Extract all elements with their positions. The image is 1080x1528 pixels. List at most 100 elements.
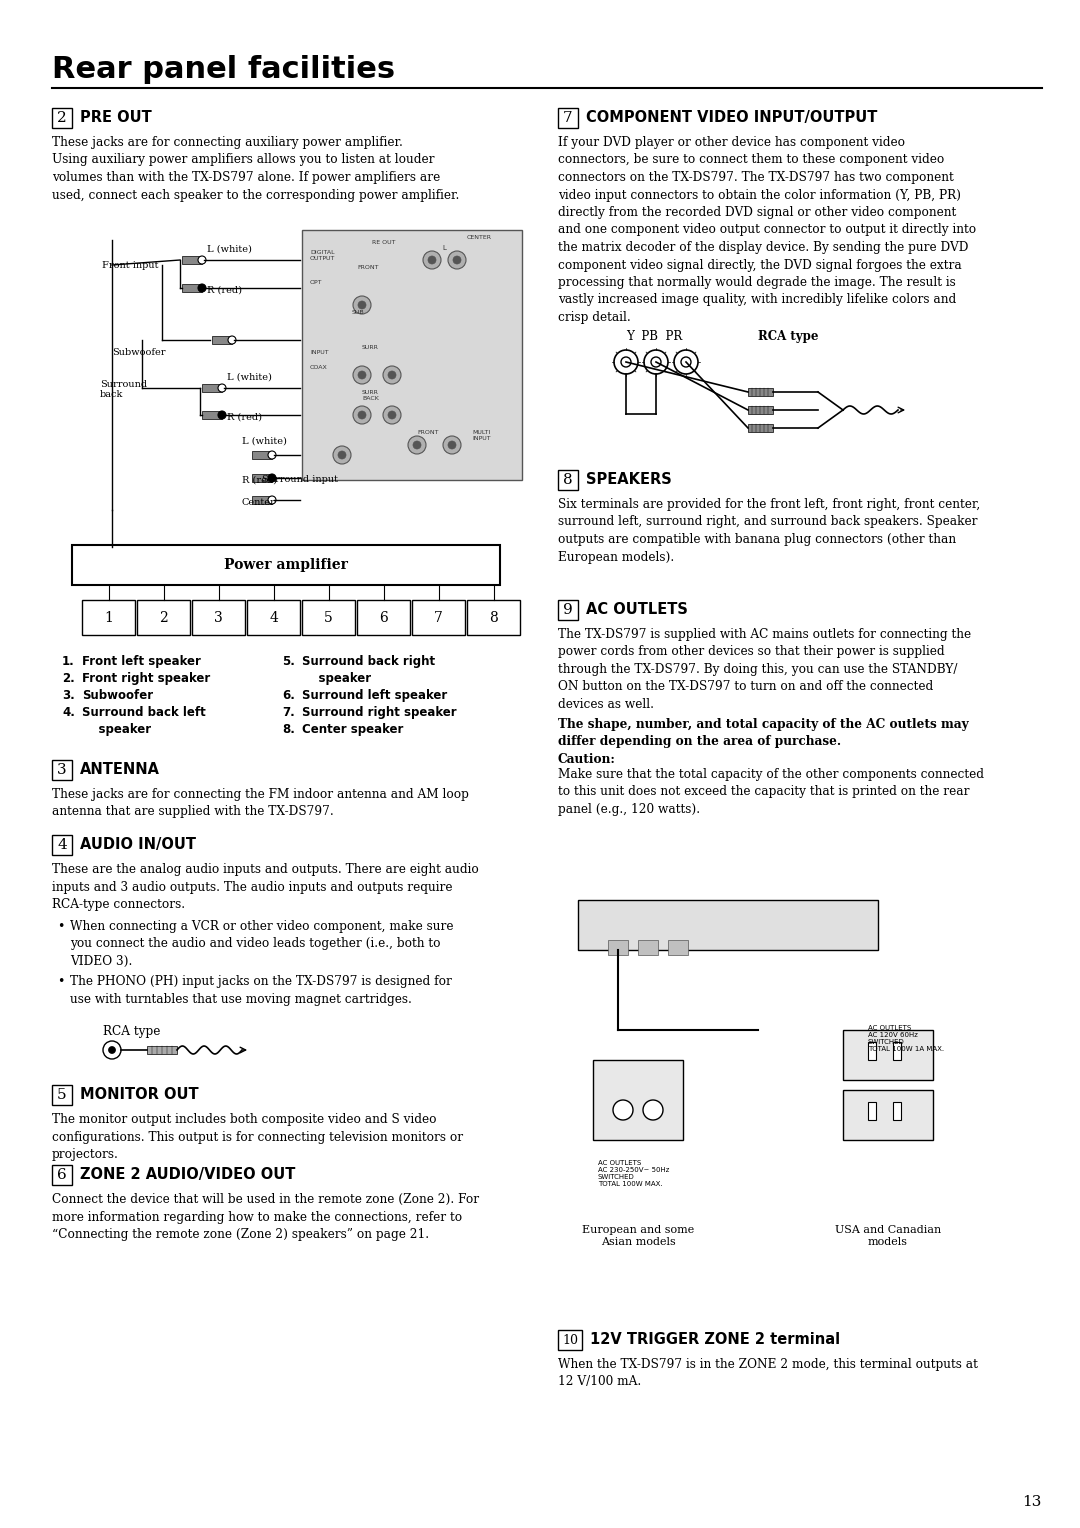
Text: Surround back right: Surround back right bbox=[302, 656, 435, 668]
Text: 3: 3 bbox=[214, 611, 222, 625]
Text: L (white): L (white) bbox=[227, 373, 272, 382]
Bar bbox=[893, 1042, 901, 1060]
Text: •: • bbox=[57, 920, 65, 934]
Text: USA and Canadian
models: USA and Canadian models bbox=[835, 1225, 941, 1247]
Circle shape bbox=[615, 350, 638, 374]
Text: When the TX-DS797 is in the ZONE 2 mode, this terminal outputs at
12 V/100 mA.: When the TX-DS797 is in the ZONE 2 mode,… bbox=[558, 1358, 977, 1389]
Text: L (white): L (white) bbox=[242, 437, 287, 446]
Circle shape bbox=[643, 1100, 663, 1120]
Circle shape bbox=[408, 435, 426, 454]
Circle shape bbox=[268, 451, 276, 458]
Circle shape bbox=[651, 358, 661, 367]
Circle shape bbox=[353, 406, 372, 423]
Text: 7: 7 bbox=[434, 611, 443, 625]
Text: These jacks are for connecting the FM indoor antenna and AM loop
antenna that ar: These jacks are for connecting the FM in… bbox=[52, 788, 469, 819]
Bar bbox=[868, 1102, 876, 1120]
Text: Surround input: Surround input bbox=[262, 475, 338, 484]
Text: Center: Center bbox=[242, 498, 275, 507]
Text: PRE OUT: PRE OUT bbox=[80, 110, 152, 125]
Bar bbox=[302, 231, 522, 480]
Bar bbox=[192, 601, 245, 636]
Text: COMPONENT VIDEO INPUT/OUTPUT: COMPONENT VIDEO INPUT/OUTPUT bbox=[586, 110, 877, 125]
Text: 6: 6 bbox=[57, 1167, 67, 1183]
Bar bbox=[843, 1089, 933, 1140]
Bar bbox=[202, 384, 222, 393]
Bar bbox=[748, 388, 773, 396]
Circle shape bbox=[443, 435, 461, 454]
Bar bbox=[411, 601, 465, 636]
Circle shape bbox=[198, 284, 206, 292]
Text: SUB: SUB bbox=[352, 310, 365, 315]
Text: 8: 8 bbox=[489, 611, 498, 625]
Text: DIGITAL
OUTPUT: DIGITAL OUTPUT bbox=[310, 251, 336, 261]
Bar bbox=[252, 497, 272, 504]
Bar bbox=[638, 940, 658, 955]
Circle shape bbox=[644, 350, 669, 374]
Text: 4.: 4. bbox=[62, 706, 75, 720]
Text: AC OUTLETS
AC 120V 60Hz
SWITCHED
TOTAL 100W 1A MAX.: AC OUTLETS AC 120V 60Hz SWITCHED TOTAL 1… bbox=[868, 1025, 944, 1051]
Circle shape bbox=[228, 336, 237, 344]
Circle shape bbox=[413, 442, 421, 449]
Circle shape bbox=[428, 257, 436, 264]
Circle shape bbox=[621, 358, 631, 367]
Text: 13: 13 bbox=[1023, 1494, 1042, 1510]
Text: 5.: 5. bbox=[282, 656, 295, 668]
Circle shape bbox=[338, 451, 346, 458]
Text: 4: 4 bbox=[269, 611, 278, 625]
Text: Subwoofer: Subwoofer bbox=[112, 348, 165, 358]
Text: 3.: 3. bbox=[62, 689, 75, 701]
Text: 2: 2 bbox=[57, 112, 67, 125]
Text: AC OUTLETS: AC OUTLETS bbox=[586, 602, 688, 617]
Bar bbox=[72, 545, 500, 585]
Text: R (red): R (red) bbox=[242, 477, 276, 484]
Circle shape bbox=[453, 257, 461, 264]
Text: SURR: SURR bbox=[362, 345, 379, 350]
Text: RCA type: RCA type bbox=[758, 330, 819, 342]
Text: 1: 1 bbox=[104, 611, 113, 625]
Bar bbox=[302, 601, 355, 636]
Text: speaker: speaker bbox=[302, 672, 372, 685]
Text: AUDIO IN/OUT: AUDIO IN/OUT bbox=[80, 837, 195, 853]
Circle shape bbox=[108, 1047, 116, 1053]
Text: 7.: 7. bbox=[282, 706, 295, 720]
Circle shape bbox=[448, 442, 456, 449]
Text: 8: 8 bbox=[563, 474, 572, 487]
Text: AC OUTLETS
AC 230-250V~ 50Hz
SWITCHED
TOTAL 100W MAX.: AC OUTLETS AC 230-250V~ 50Hz SWITCHED TO… bbox=[598, 1160, 670, 1187]
Text: These are the analog audio inputs and outputs. There are eight audio
inputs and : These are the analog audio inputs and ou… bbox=[52, 863, 478, 911]
Bar bbox=[748, 423, 773, 432]
Bar bbox=[252, 451, 272, 458]
Bar bbox=[669, 940, 688, 955]
Text: 6: 6 bbox=[379, 611, 388, 625]
Bar bbox=[247, 601, 300, 636]
Text: Rear panel facilities: Rear panel facilities bbox=[52, 55, 395, 84]
Text: Surround
back: Surround back bbox=[100, 380, 147, 399]
Bar bbox=[52, 1085, 72, 1105]
Bar bbox=[212, 336, 232, 344]
Bar bbox=[558, 108, 578, 128]
Text: The PHONO (PH) input jacks on the TX-DS797 is designed for
use with turntables t: The PHONO (PH) input jacks on the TX-DS7… bbox=[70, 975, 451, 1005]
Bar bbox=[868, 1042, 876, 1060]
Bar bbox=[52, 1164, 72, 1186]
Text: Front input: Front input bbox=[102, 260, 159, 269]
Bar bbox=[52, 108, 72, 128]
Circle shape bbox=[674, 350, 698, 374]
Bar bbox=[558, 471, 578, 490]
Text: 5: 5 bbox=[324, 611, 333, 625]
Text: INPUT: INPUT bbox=[310, 350, 328, 354]
Text: Front left speaker: Front left speaker bbox=[82, 656, 201, 668]
Text: 2.: 2. bbox=[62, 672, 75, 685]
Bar bbox=[82, 601, 135, 636]
Text: MULTI
INPUT: MULTI INPUT bbox=[472, 429, 490, 440]
Text: Caution:: Caution: bbox=[558, 753, 616, 766]
Text: SURR
BACK: SURR BACK bbox=[362, 390, 379, 400]
Text: The TX-DS797 is supplied with AC mains outlets for connecting the
power cords fr: The TX-DS797 is supplied with AC mains o… bbox=[558, 628, 971, 711]
Text: MONITOR OUT: MONITOR OUT bbox=[80, 1086, 199, 1102]
Text: 8.: 8. bbox=[282, 723, 295, 736]
Circle shape bbox=[423, 251, 441, 269]
Text: 10: 10 bbox=[562, 1334, 578, 1346]
Bar bbox=[137, 601, 190, 636]
Bar bbox=[147, 1047, 177, 1054]
Text: When connecting a VCR or other video component, make sure
you connect the audio : When connecting a VCR or other video com… bbox=[70, 920, 454, 969]
Circle shape bbox=[357, 411, 366, 419]
Bar bbox=[558, 601, 578, 620]
